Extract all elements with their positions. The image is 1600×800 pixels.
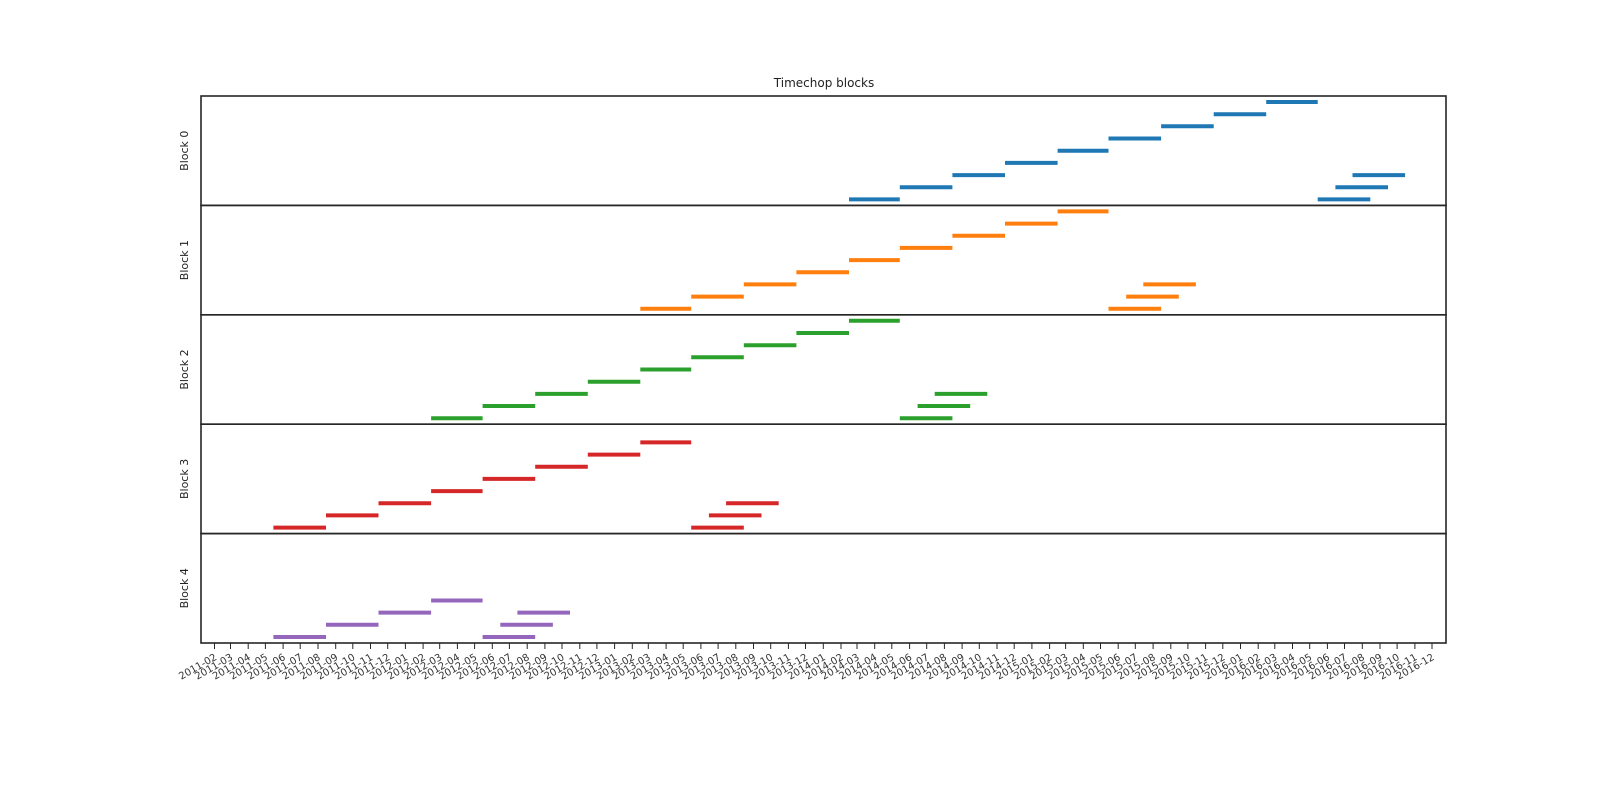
block-label-3: Block 3: [178, 459, 191, 499]
chart-title: Timechop blocks: [773, 76, 874, 90]
block-label-4: Block 4: [178, 568, 191, 608]
block-panel-1: Block 1: [178, 204, 1447, 316]
x-axis: 2011-022011-032011-042011-052011-062011-…: [177, 643, 1437, 682]
block-label-2: Block 2: [178, 349, 191, 389]
block-label-0: Block 0: [178, 131, 191, 171]
block-label-1: Block 1: [178, 240, 191, 280]
panels-group: Block 0 Block 1 Block 2 Block 3 Block 4: [178, 95, 1447, 644]
